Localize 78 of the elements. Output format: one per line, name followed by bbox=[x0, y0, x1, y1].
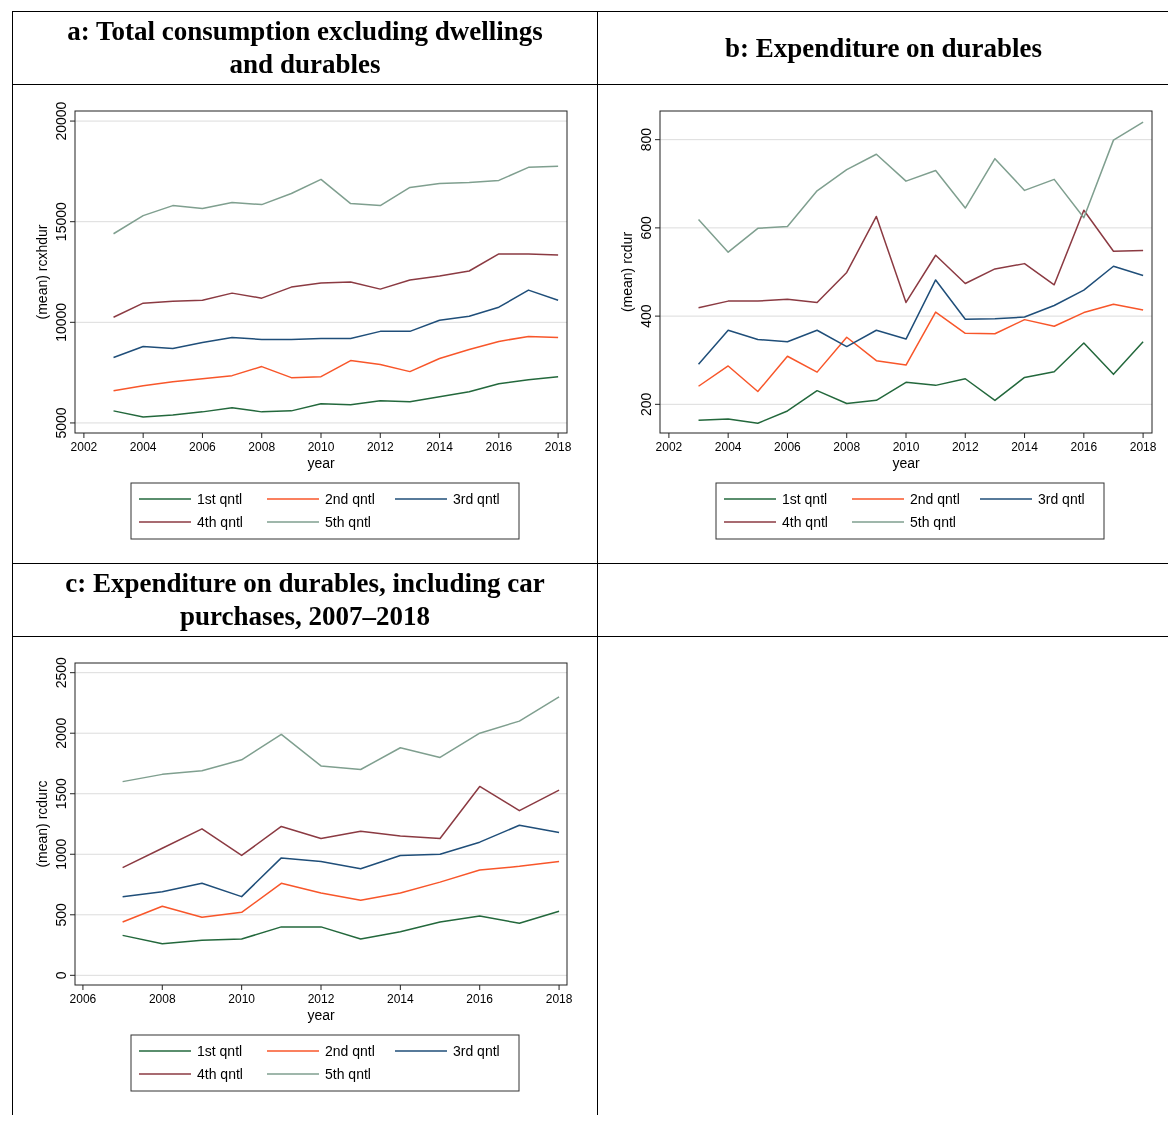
chart-title: a: Total consumption excluding dwellings and durables bbox=[13, 12, 598, 85]
line-series bbox=[112, 335, 559, 392]
y-tick-label: 5000 bbox=[53, 407, 69, 439]
legend-label: 3rd qntl bbox=[1038, 491, 1085, 507]
legend-label: 2nd qntl bbox=[325, 491, 375, 507]
x-tick-label: 2010 bbox=[228, 992, 256, 1006]
legend-label: 4th qntl bbox=[782, 514, 828, 530]
y-tick-label: 1000 bbox=[53, 838, 69, 870]
x-tick-label: 2010 bbox=[892, 440, 920, 454]
y-axis-title: (mean) rcdurc bbox=[34, 780, 50, 868]
y-tick-label: 500 bbox=[53, 902, 69, 927]
x-tick-label: 2016 bbox=[1070, 440, 1098, 454]
y-tick-label: 2500 bbox=[53, 656, 69, 689]
line-series bbox=[121, 860, 560, 923]
legend-label: 5th qntl bbox=[325, 1066, 371, 1082]
x-tick-label: 2004 bbox=[129, 440, 157, 454]
line-series bbox=[112, 375, 559, 418]
x-tick-label: 2016 bbox=[466, 992, 494, 1006]
x-tick-label: 2018 bbox=[544, 440, 572, 454]
y-tick-label: 20000 bbox=[53, 101, 69, 141]
x-tick-label: 2018 bbox=[1129, 440, 1157, 454]
x-tick-label: 2006 bbox=[189, 440, 217, 454]
x-tick-label: 2012 bbox=[307, 992, 335, 1006]
legend-label: 5th qntl bbox=[910, 514, 956, 530]
x-tick-label: 2002 bbox=[70, 440, 98, 454]
y-axis-title: (mean) rcxhdur bbox=[34, 224, 50, 320]
legend-label: 3rd qntl bbox=[453, 1043, 500, 1059]
line-series bbox=[697, 265, 1144, 365]
y-tick-label: 1500 bbox=[53, 777, 69, 810]
x-tick-label: 2014 bbox=[426, 440, 454, 454]
x-axis-title: year bbox=[892, 455, 920, 471]
line-series bbox=[697, 209, 1144, 309]
y-tick-label: 2000 bbox=[53, 717, 69, 749]
x-tick-label: 2008 bbox=[833, 440, 861, 454]
line-series bbox=[697, 303, 1144, 393]
x-axis-title: year bbox=[307, 1007, 335, 1023]
x-axis-title: year bbox=[307, 455, 335, 471]
legend-label: 1st qntl bbox=[782, 491, 828, 507]
line-series bbox=[121, 785, 560, 869]
x-tick-label: 2008 bbox=[248, 440, 276, 454]
y-tick-label: 200 bbox=[638, 392, 654, 417]
x-tick-label: 2010 bbox=[307, 440, 335, 454]
x-tick-label: 2016 bbox=[485, 440, 513, 454]
y-axis-title: (mean) rcdur bbox=[619, 231, 635, 313]
line-series bbox=[121, 824, 560, 898]
y-tick-label: 800 bbox=[638, 127, 654, 152]
x-tick-label: 2012 bbox=[366, 440, 394, 454]
x-tick-label: 2018 bbox=[545, 992, 573, 1006]
x-tick-label: 2014 bbox=[387, 992, 415, 1006]
y-tick-label: 400 bbox=[638, 304, 654, 328]
legend-label: 4th qntl bbox=[197, 1066, 243, 1082]
y-tick-label: 10000 bbox=[53, 302, 69, 342]
chart-title: c: Expenditure on durables, including car purchases, 2007–2018 bbox=[13, 564, 598, 637]
legend-label: 1st qntl bbox=[197, 491, 243, 507]
line-series bbox=[112, 289, 559, 359]
y-tick-label: 600 bbox=[638, 216, 654, 240]
x-tick-label: 2008 bbox=[148, 992, 176, 1006]
legend-label: 5th qntl bbox=[325, 514, 371, 530]
legend-label: 4th qntl bbox=[197, 514, 243, 530]
chart-title: b: Expenditure on durables bbox=[598, 12, 1168, 85]
line-series bbox=[121, 910, 560, 945]
x-tick-label: 2014 bbox=[1011, 440, 1039, 454]
x-tick-label: 2006 bbox=[774, 440, 802, 454]
line-series bbox=[697, 121, 1144, 253]
x-tick-label: 2012 bbox=[951, 440, 979, 454]
line-series bbox=[112, 165, 559, 235]
x-tick-label: 2002 bbox=[655, 440, 683, 454]
x-tick-label: 2006 bbox=[69, 992, 97, 1006]
legend-label: 2nd qntl bbox=[325, 1043, 375, 1059]
legend-label: 1st qntl bbox=[197, 1043, 243, 1059]
y-tick-label: 0 bbox=[53, 971, 69, 980]
legend-label: 2nd qntl bbox=[910, 491, 960, 507]
y-tick-label: 15000 bbox=[53, 202, 69, 242]
legend-label: 3rd qntl bbox=[453, 491, 500, 507]
x-tick-label: 2004 bbox=[714, 440, 742, 454]
line-series bbox=[112, 253, 559, 319]
line-series bbox=[697, 340, 1144, 425]
line-series bbox=[121, 696, 560, 783]
